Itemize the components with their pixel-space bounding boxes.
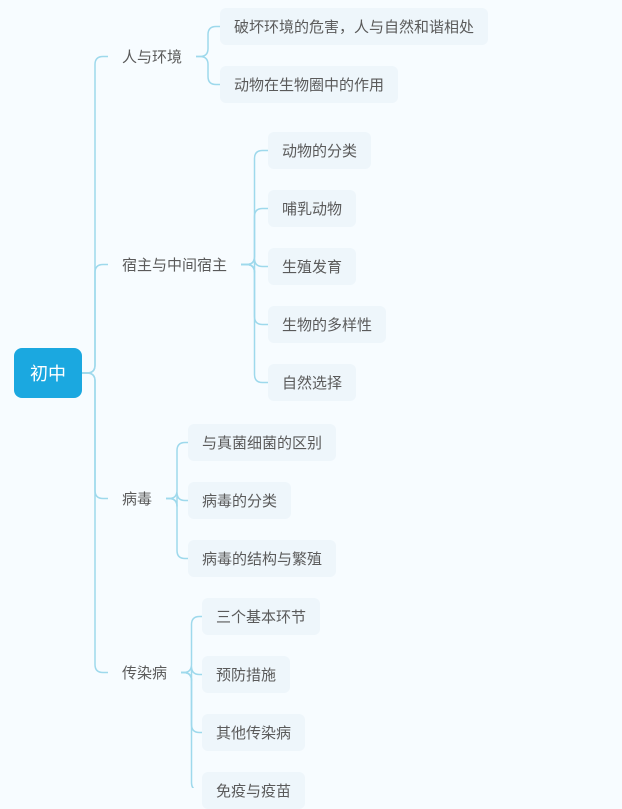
node-l2e: 自然选择 bbox=[268, 364, 356, 401]
edge bbox=[82, 265, 108, 374]
edge bbox=[181, 673, 202, 789]
node-l3c: 病毒的结构与繁殖 bbox=[188, 540, 336, 577]
edge bbox=[241, 265, 268, 383]
node-l1b: 动物在生物圈中的作用 bbox=[220, 66, 398, 103]
node-b4: 传染病 bbox=[108, 654, 181, 691]
node-l3a: 与真菌细菌的区别 bbox=[188, 424, 336, 461]
edge bbox=[166, 443, 188, 499]
node-l4c: 其他传染病 bbox=[202, 714, 305, 751]
node-l4b: 预防措施 bbox=[202, 656, 290, 693]
edge bbox=[196, 57, 220, 85]
node-l2b: 哺乳动物 bbox=[268, 190, 356, 227]
edge bbox=[166, 499, 188, 559]
node-l4a: 三个基本环节 bbox=[202, 598, 320, 635]
edge bbox=[82, 373, 108, 673]
node-l2a: 动物的分类 bbox=[268, 132, 371, 169]
edge bbox=[241, 265, 268, 325]
edge bbox=[82, 57, 108, 374]
node-b2: 宿主与中间宿主 bbox=[108, 246, 241, 283]
root-node: 初中 bbox=[14, 348, 82, 398]
node-b1: 人与环境 bbox=[108, 38, 196, 75]
node-l2d: 生物的多样性 bbox=[268, 306, 386, 343]
node-b3: 病毒 bbox=[108, 480, 166, 517]
edge bbox=[181, 617, 202, 673]
node-l1a: 破坏环境的危害，人与自然和谐相处 bbox=[220, 8, 488, 45]
node-l4d: 免疫与疫苗 bbox=[202, 772, 305, 809]
edge bbox=[241, 209, 268, 265]
edge bbox=[166, 493, 188, 507]
edge bbox=[82, 373, 108, 499]
edge bbox=[181, 667, 202, 681]
edge bbox=[181, 673, 202, 733]
edge bbox=[196, 27, 220, 57]
node-l2c: 生殖发育 bbox=[268, 248, 356, 285]
edge bbox=[241, 151, 268, 265]
node-l3b: 病毒的分类 bbox=[188, 482, 291, 519]
edge bbox=[241, 259, 268, 273]
